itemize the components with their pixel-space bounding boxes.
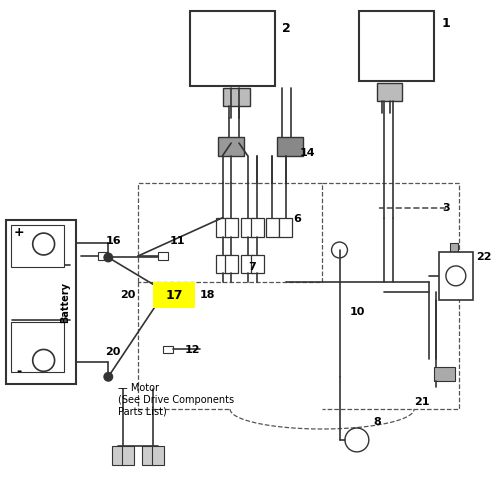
Bar — [439, 252, 473, 300]
Circle shape — [104, 372, 114, 382]
Bar — [278, 136, 303, 156]
Text: 7: 7 — [248, 262, 256, 272]
Text: 20: 20 — [120, 290, 136, 300]
Text: 17: 17 — [166, 288, 183, 302]
Bar — [163, 346, 173, 354]
Text: 2: 2 — [282, 22, 291, 35]
Text: 21: 21 — [414, 396, 430, 406]
Bar — [98, 252, 108, 260]
Text: 20: 20 — [106, 347, 121, 357]
Text: 10: 10 — [349, 307, 364, 317]
Bar — [360, 12, 434, 81]
Bar — [222, 88, 250, 106]
Bar — [142, 446, 154, 466]
Text: 6: 6 — [294, 214, 301, 224]
Text: — Motor
(See Drive Components
Parts List): — Motor (See Drive Components Parts List… — [118, 384, 234, 416]
Bar — [251, 218, 264, 236]
Bar — [12, 225, 64, 268]
Bar — [153, 282, 196, 308]
Bar — [122, 446, 134, 466]
Bar — [377, 84, 402, 101]
Bar — [450, 242, 458, 252]
Text: 14: 14 — [300, 148, 315, 158]
Bar — [266, 218, 279, 236]
Bar — [280, 218, 292, 236]
Text: 1: 1 — [442, 18, 450, 30]
Text: +: + — [14, 226, 24, 239]
Text: 16: 16 — [106, 236, 121, 246]
Bar — [434, 367, 455, 381]
Bar — [158, 252, 168, 260]
Text: 11: 11 — [170, 236, 186, 246]
Text: 22: 22 — [476, 252, 492, 262]
Text: 12: 12 — [185, 346, 200, 356]
Bar — [241, 218, 254, 236]
Text: Battery: Battery — [60, 282, 70, 323]
Text: 8: 8 — [373, 416, 380, 426]
Bar — [224, 218, 237, 236]
Circle shape — [104, 252, 114, 262]
Bar — [12, 322, 64, 372]
Bar — [241, 255, 254, 273]
Text: -: - — [16, 366, 22, 378]
Bar — [218, 136, 244, 156]
Bar — [152, 446, 164, 466]
Bar — [112, 446, 124, 466]
Text: 18: 18 — [200, 290, 216, 300]
Bar — [251, 255, 264, 273]
Bar — [190, 12, 275, 86]
Text: 3: 3 — [442, 202, 450, 212]
Bar — [216, 255, 229, 273]
Bar — [224, 255, 237, 273]
Bar — [6, 220, 76, 384]
Bar — [216, 218, 229, 236]
